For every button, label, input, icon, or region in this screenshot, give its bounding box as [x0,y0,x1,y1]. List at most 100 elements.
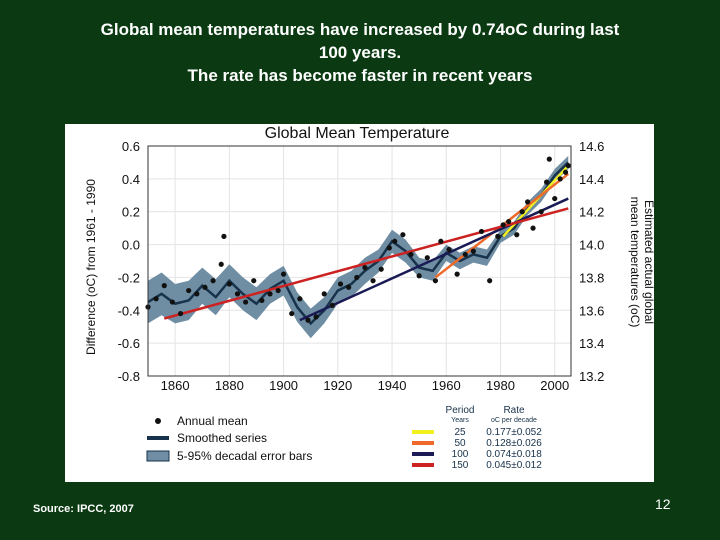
annual-mean-point [275,287,281,294]
y2-axis-label-line-2: mean temperatures (oC) [628,197,642,328]
annual-mean-point [321,291,327,297]
annual-mean-point [454,271,460,277]
annual-mean-point [169,299,176,305]
rate-table: Period Years Rate oC per decade 25 0.177±… [412,405,542,471]
rate-table-col-period: Period [446,405,475,416]
annual-mean-point [462,251,468,258]
rate-period-150: 150 [452,460,469,471]
annual-mean-point [408,251,414,258]
annual-mean-point [446,246,452,253]
annual-mean-point [251,278,257,284]
annual-mean-point [514,232,520,238]
annual-mean-point [161,283,167,289]
annual-mean-point [226,281,232,287]
rate-period-25: 25 [454,427,466,438]
x-tick-label: 1980 [486,378,515,393]
annual-mean-point [259,297,265,304]
plot-frame [147,145,572,377]
page-number: 12 [655,496,671,512]
annual-mean-point [538,209,544,215]
y2-tick-label: 13.8 [579,270,604,285]
legend-label-annual-mean: Annual mean [177,414,248,428]
title-line-2: 100 years. [318,43,402,62]
y2-tick-label: 13.6 [579,303,604,318]
rate-swatch-150 [412,463,434,467]
plot-area: -0.8 -0.6 -0.4 -0.2 0.0 0.2 0.4 0.6 13.2 13.4 13.6… [118,139,605,393]
annual-mean-point [337,281,344,287]
annual-mean-point [432,278,439,284]
y-tick-label: 0.6 [122,139,140,154]
annual-mean-point [478,228,485,235]
trend-line-100 [299,197,569,322]
y2-tick-label: 13.2 [579,369,604,384]
x-tick-label: 1880 [215,378,244,393]
annual-mean-point [565,163,571,169]
error-band [148,155,569,339]
annual-mean-point [519,209,525,215]
annual-mean-point [305,317,311,323]
source-note: Source: IPCC, 2007 [33,503,134,515]
rate-value-50: 0.128±0.026 [486,438,542,449]
chart-title: Global Mean Temperature [265,125,450,142]
rate-period-50: 50 [454,438,466,449]
title-line-1: Global mean temperatures have increased … [100,20,620,39]
annual-mean-point [243,299,249,305]
legend-band-icon [146,450,170,462]
x-tick-label: 1940 [378,378,407,393]
rate-swatch-50 [412,441,434,445]
annual-mean-point [487,278,493,284]
y-tick-label: 0.4 [122,172,140,187]
rate-table-rows: 25 0.177±0.052 50 0.128±0.026 100 0.074±0.018… [412,427,542,471]
y2-tick-label: 14.2 [579,205,604,220]
annual-mean-point [329,302,335,308]
annual-mean-point [530,225,536,231]
annual-mean-point [346,284,352,290]
title-line-3: The rate has become faster in recent yea… [187,66,533,85]
annual-mean-point [186,287,192,294]
annual-mean-point [552,195,558,202]
rate-period-100: 100 [452,449,469,460]
annual-mean-point [416,273,422,279]
y2-tick-label: 13.4 [579,336,604,351]
annual-mean-point [267,291,273,297]
slide-title: Global mean temperatures have increased … [30,18,690,87]
annual-mean-point [177,310,184,317]
rate-swatch-100 [412,452,434,456]
legend-label-error-bars: 5-95% decadal error bars [177,449,312,463]
y2-tick-label: 14.0 [579,238,604,253]
rate-table-col-period-sub: Years [451,417,469,424]
annual-mean-point [500,222,506,228]
rate-swatch-25 [412,430,434,434]
annual-mean-point [470,248,476,254]
annual-mean-point [354,274,360,281]
x-tick-label: 2000 [540,378,569,393]
y-tick-label: 0.2 [122,205,140,220]
x-tick-label: 1860 [161,378,190,393]
chart-figure: Global Mean Temperature -0.8 -0.6 -0.4 -0.2… [65,124,654,482]
legend-label-smoothed-series: Smoothed series [177,431,267,445]
annual-mean-point [194,291,200,297]
annual-mean-point [313,314,319,320]
rate-value-150: 0.045±0.012 [486,460,542,471]
annual-mean-point [543,179,550,185]
annual-mean-point [370,278,376,284]
legend-line-icon [147,436,169,440]
trend-line-25 [502,164,570,238]
y-tick-label: 0.0 [122,238,140,253]
legend: Annual mean Smoothed series 5-95% decada… [146,414,312,463]
x-tick-label: 1900 [269,378,298,393]
annual-mean-point [289,310,295,317]
annual-mean-point [153,296,159,302]
annual-mean-point [525,199,531,205]
annual-mean-point [378,266,384,272]
annual-mean-point [297,296,303,302]
rate-value-25: 0.177±0.052 [486,427,542,438]
y2-axis-label-line-1: Estimated actual global [642,200,654,324]
annual-mean-point [392,238,398,244]
annual-mean-point [557,176,563,182]
y-tick-label: -0.4 [118,303,140,318]
y-tick-label: -0.6 [118,336,140,351]
annual-mean-point [218,261,224,267]
annual-mean-point [202,284,208,290]
annual-mean-point [386,245,392,251]
